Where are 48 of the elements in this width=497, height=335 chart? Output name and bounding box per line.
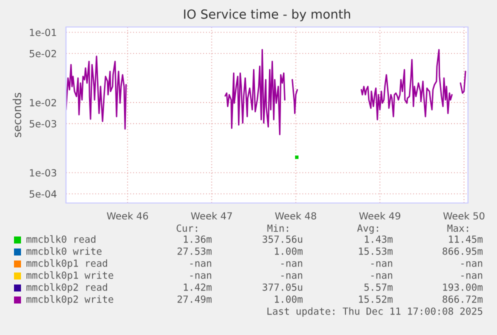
text: 1.43m [364,235,393,243]
legend-label: mmcblk0 read [26,235,96,243]
legend-label: mmcblk0p1 write [26,271,114,281]
text: -nan [190,261,212,267]
text: 27.49m [178,295,212,303]
text: -nan [461,261,482,267]
y-tick-label: 5e-02 [30,50,56,58]
text: -nan [371,273,392,279]
text: Min: [267,224,288,232]
y-tick-label: 1e-01 [30,28,56,36]
y-tick-label: 5e-03 [30,120,56,128]
y-tick-label: 5e-04 [30,190,56,198]
text: 866.95m [442,247,483,255]
text: -nan [190,273,212,279]
x-tick-label: Week 49 [359,212,400,220]
text: 357.56u [262,235,302,243]
text: 866.72m [442,295,483,303]
text: -nan [371,261,392,267]
legend-label: mmcblk0p1 read [26,259,108,269]
text: 1.36m [184,235,212,243]
legend-label: mmcblk0p2 write [26,295,114,305]
text: -nan [461,273,482,279]
text: 27.53m [178,247,212,255]
text: -nan [281,273,302,279]
text: Max: [447,224,468,232]
y-axis-title: seconds [12,92,22,138]
text: 377.05u [262,283,302,291]
text: 1.00m [274,247,303,255]
text: 193.00m [443,283,483,291]
text: 11.45m [449,236,483,243]
text: -nan [281,261,302,267]
text: 15.52m [359,295,393,303]
x-tick-label: Week 50 [443,212,484,220]
text: 5.57m [364,284,393,291]
text: 1.00m [274,295,303,303]
legend-label: mmcblk0p2 read [26,283,108,293]
text: 1.42m [184,283,212,291]
x-tick-label: Week 47 [190,212,232,220]
text: Avg: [357,224,378,234]
legend-label: mmcblk0 write [26,247,102,255]
text: Cur: [176,224,198,232]
chart-title: IO Service time - by month [184,9,350,22]
y-tick-label: 1e-02 [30,98,56,106]
text: 15.53m [359,247,393,255]
x-tick-label: Week 48 [275,212,316,220]
y-tick-label: 1e-03 [30,169,56,177]
x-tick-label: Week 46 [106,212,148,220]
text: Last update: Thu Dec 11 17:00:08 2025 [267,307,482,317]
